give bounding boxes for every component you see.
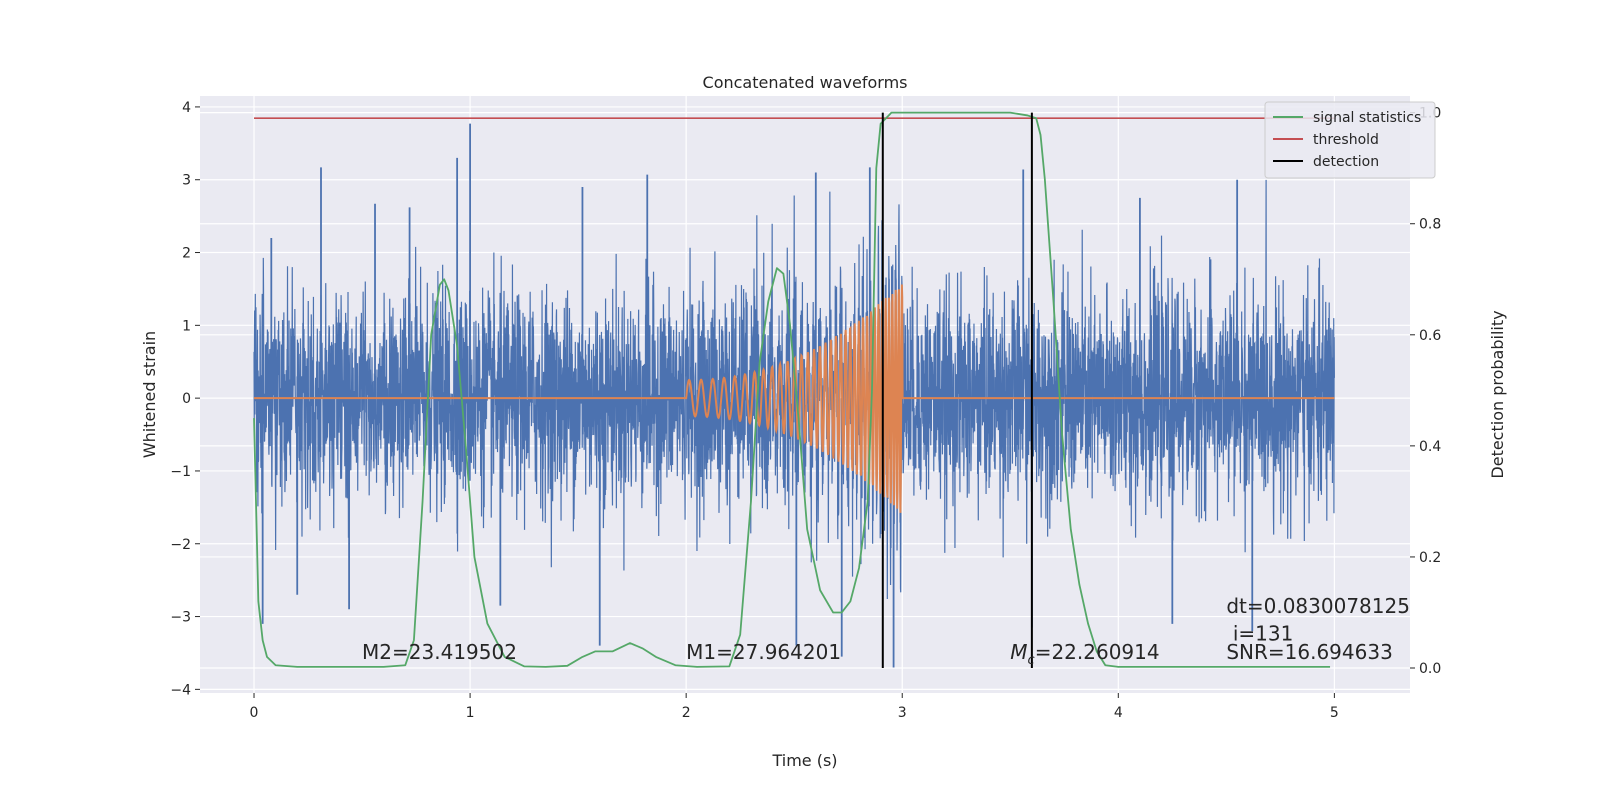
y-left-tick-label: −1	[170, 464, 191, 480]
annotations: M2=23.419502 M1=27.964201 Mc=22.260914 dt=0…	[362, 594, 1410, 668]
legend-box	[1264, 101, 1436, 179]
annotation-text: Mc=22.260914	[1010, 640, 1159, 668]
legend-label: threshold	[1313, 132, 1379, 148]
annotation-text: SNR=16.694633	[1226, 640, 1392, 664]
y-left-tick-label: −4	[170, 682, 191, 698]
x-tick-label: 3	[898, 705, 907, 721]
annotation-text: dt=0.0830078125	[1226, 594, 1410, 618]
y-left-tick-label: −3	[170, 610, 191, 626]
annotation-text: M2=23.419502	[362, 640, 517, 664]
y-right-tick-label: 0.4	[1419, 439, 1441, 455]
legend-label: signal statistics	[1313, 110, 1421, 126]
y-right-tick-label: 0.2	[1419, 550, 1441, 566]
legend-label: detection	[1313, 154, 1379, 170]
y-axis-right-label: Detection probability	[1488, 310, 1507, 478]
y-axis-left-label: Whitened strain	[140, 331, 159, 458]
x-axis-label: Time (s)	[771, 751, 837, 770]
y-left-tick-label: −2	[170, 537, 191, 553]
detection-lines	[881, 112, 1033, 669]
legend: signal statistics threshold detection	[1264, 101, 1436, 179]
y-right-tick-label: 0.0	[1419, 661, 1441, 677]
y-left-tick-label: 4	[182, 100, 191, 116]
y-left-tick-label: 2	[182, 246, 191, 262]
y-left-tick-label: 3	[182, 173, 191, 189]
x-tick-label: 5	[1330, 705, 1339, 721]
y-right-tick-label: 0.6	[1419, 328, 1441, 344]
signal-statistics-series	[253, 111, 1331, 668]
signal-statistics-line	[253, 111, 1331, 668]
x-tick-label: 4	[1114, 705, 1123, 721]
strain-line	[253, 179, 1335, 599]
y-right-tick-label: 0.8	[1419, 217, 1441, 233]
annotation-text: i=131	[1233, 622, 1294, 646]
x-tick-label: 1	[466, 705, 475, 721]
chart-title: Concatenated waveforms	[703, 73, 908, 92]
x-tick-label: 0	[250, 705, 259, 721]
y-left-tick-label: 0	[182, 391, 191, 407]
x-tick-label: 2	[682, 705, 691, 721]
annotation-text: M1=27.964201	[686, 640, 841, 664]
y-left-tick-label: 1	[182, 318, 191, 334]
